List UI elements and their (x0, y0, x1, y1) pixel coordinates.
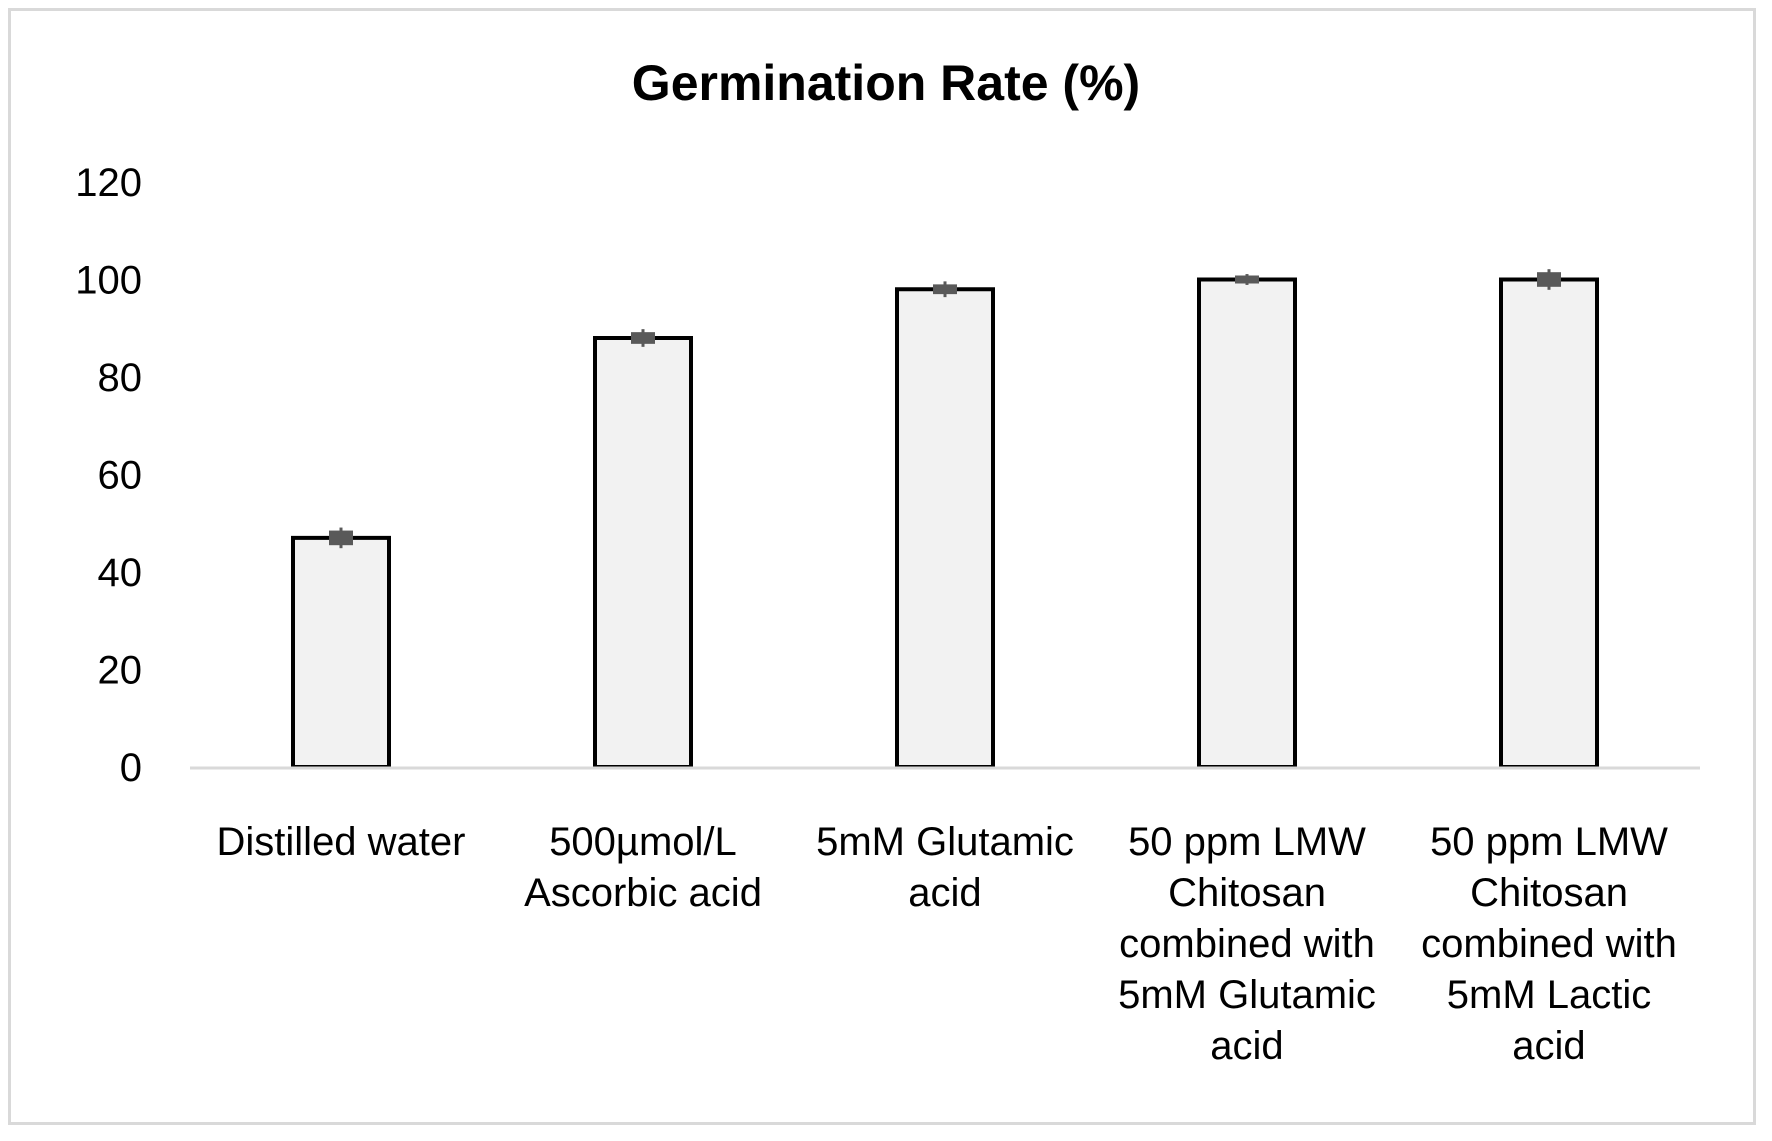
x-tick-label: 500µmol/L Ascorbic acid (524, 820, 762, 915)
error-bar (329, 527, 353, 549)
x-tick-label: 50 ppm LMW Chitosan combined with 5mM Gluta… (1118, 820, 1376, 1068)
y-tick-label: 100 (75, 259, 142, 303)
bars (291, 277, 1599, 769)
chart-title: Germination Rate (%) (632, 55, 1140, 111)
error-bars (329, 269, 1561, 549)
error-bar (1235, 274, 1259, 285)
y-tick-label: 40 (98, 551, 143, 595)
x-tick-label: 5mM Glutamic acid (816, 820, 1074, 915)
error-bar (631, 329, 655, 347)
bar (895, 287, 995, 769)
x-tick-label-line: acid (908, 871, 981, 915)
x-tick-label-line: acid (1512, 1024, 1585, 1068)
bar (291, 535, 391, 769)
error-bar (933, 281, 957, 298)
x-axis-labels: Distilled water 500µmol/L Ascorbic acid 5mM… (217, 820, 1677, 1068)
bar (1499, 277, 1599, 769)
x-tick-label: 50 ppm LMW Chitosan combined with 5mM Lacti… (1421, 820, 1677, 1068)
x-tick-label-line: Chitosan (1168, 871, 1326, 915)
x-tick-label-line: 50 ppm LMW (1430, 820, 1668, 864)
y-axis-ticks: 0 20 40 60 80 100 120 (75, 161, 142, 790)
x-tick-label-line: combined with (1119, 922, 1375, 966)
x-tick-label-line: combined with (1421, 922, 1677, 966)
bar (593, 336, 693, 769)
x-tick-label-line: 5mM Glutamic (816, 820, 1074, 864)
x-tick-label-line: Ascorbic acid (524, 871, 762, 915)
y-tick-label: 80 (98, 356, 143, 400)
x-tick-label: Distilled water (217, 820, 466, 864)
x-tick-label-line: acid (1210, 1024, 1283, 1068)
x-tick-label-line: Distilled water (217, 820, 466, 864)
error-bar (1537, 269, 1561, 290)
y-tick-label: 20 (98, 649, 143, 693)
x-tick-label-line: 50 ppm LMW (1128, 820, 1366, 864)
y-tick-label: 120 (75, 161, 142, 205)
x-tick-label-line: 5mM Lactic (1447, 973, 1652, 1017)
x-tick-label-line: 500µmol/L (549, 820, 737, 864)
y-tick-label: 0 (120, 746, 142, 790)
y-tick-label: 60 (98, 454, 143, 498)
x-tick-label-line: 5mM Glutamic (1118, 973, 1376, 1017)
x-tick-label-line: Chitosan (1470, 871, 1628, 915)
bar (1197, 277, 1297, 769)
